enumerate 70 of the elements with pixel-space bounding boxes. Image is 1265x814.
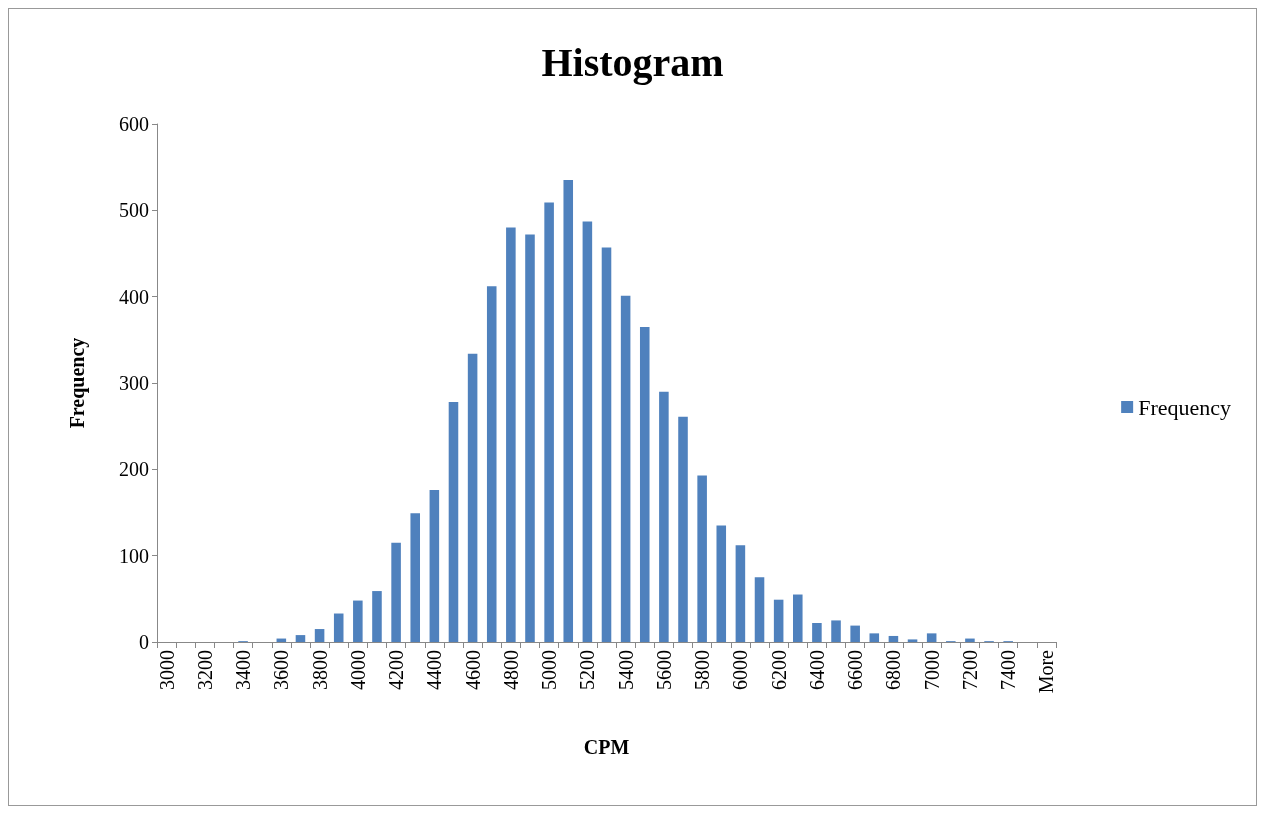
bar: [812, 623, 822, 642]
x-tick-label: 4600: [461, 650, 484, 690]
bar: [506, 227, 516, 642]
x-tick-label: 5600: [652, 650, 675, 690]
bar: [582, 221, 593, 642]
x-tick-label: 4400: [423, 650, 446, 690]
bar: [773, 599, 784, 642]
x-tick-label: 7000: [920, 650, 943, 690]
x-tick-label: 4800: [499, 650, 522, 690]
x-tick-label: 3600: [270, 650, 293, 690]
x-tick-label: 3000: [155, 650, 178, 690]
bar: [678, 416, 688, 642]
bar: [353, 600, 363, 642]
bar: [926, 633, 937, 642]
bar: [429, 490, 440, 642]
bar: [391, 542, 401, 642]
x-tick-label: 5200: [576, 650, 599, 690]
bar: [735, 545, 746, 642]
y-tick-label: 500: [119, 199, 149, 222]
x-tick-label: 5400: [614, 650, 637, 690]
bar: [888, 635, 899, 642]
x-axis-title: CPM: [583, 736, 630, 758]
bar: [525, 234, 535, 642]
y-tick-label: 0: [139, 631, 149, 653]
bar: [697, 475, 707, 642]
x-tick-label: 6200: [767, 650, 790, 690]
bar: [563, 180, 574, 642]
x-tick-label: 5800: [691, 650, 714, 690]
bar: [965, 638, 975, 642]
x-tick-label: 5000: [538, 650, 561, 690]
bar: [601, 247, 612, 642]
y-tick-label: 100: [119, 544, 149, 567]
x-tick-label: 4200: [385, 650, 408, 690]
y-tick-label: 600: [119, 113, 149, 135]
bar: [333, 613, 344, 642]
x-tick-label: 3400: [232, 650, 255, 690]
y-tick-label: 300: [119, 372, 149, 394]
bar: [410, 513, 421, 642]
x-tick-label: 3200: [193, 650, 216, 690]
x-tick-label: 6600: [844, 650, 867, 690]
legend-label: Frequency: [1138, 394, 1231, 420]
bar: [850, 625, 860, 642]
x-tick-label: 6000: [729, 650, 752, 690]
bar: [639, 326, 650, 642]
bar: [869, 633, 880, 642]
bar: [620, 295, 631, 642]
x-tick-label: More: [1035, 649, 1058, 694]
bar: [486, 286, 497, 642]
x-tick-label: 7400: [997, 650, 1020, 690]
x-tick-label: 7200: [958, 650, 981, 690]
y-axis-title: Frequency: [66, 337, 89, 429]
x-tick-label: 3800: [308, 650, 331, 690]
x-tick-label: 6400: [805, 650, 828, 690]
bar: [754, 577, 765, 642]
chart-title: Histogram: [541, 39, 724, 85]
bar: [792, 594, 803, 642]
x-tick-label: 4000: [346, 650, 369, 690]
bar: [448, 401, 459, 642]
bar: [295, 635, 306, 642]
bar: [831, 620, 841, 642]
y-tick-label: 200: [119, 458, 149, 481]
bar: [907, 639, 918, 642]
x-tick-label: 6800: [882, 650, 905, 690]
bar: [314, 629, 325, 642]
bar: [659, 391, 669, 642]
bar: [544, 202, 554, 642]
bar: [372, 591, 382, 642]
y-tick-label: 400: [119, 285, 149, 308]
bar: [716, 525, 727, 642]
bar: [467, 353, 478, 642]
